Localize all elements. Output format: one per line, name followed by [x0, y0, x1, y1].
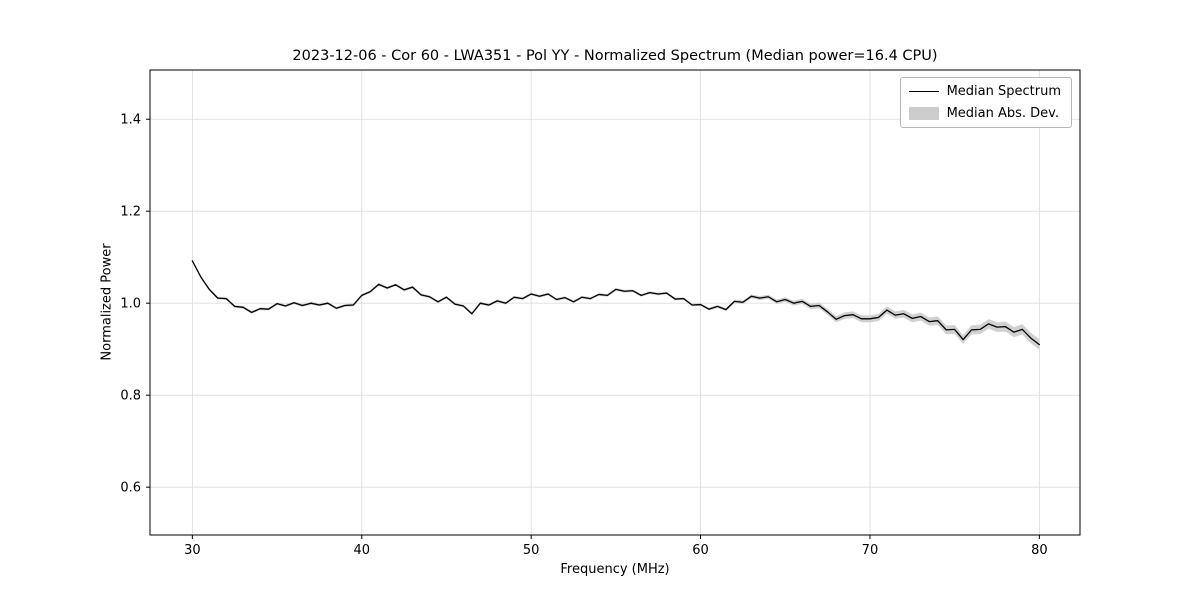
x-tick-label: 40: [353, 543, 370, 558]
x-tick-label: 30: [184, 543, 201, 558]
x-tick-label: 50: [523, 543, 540, 558]
legend-label: Median Spectrum: [946, 84, 1061, 99]
x-tick-label: 80: [1031, 543, 1048, 558]
legend-patch-sample-icon: [908, 107, 939, 120]
y-axis-label: Normalized Power: [99, 243, 115, 361]
median-line: [191, 260, 1040, 346]
x-tick-label: 60: [692, 543, 709, 558]
legend: Median Spectrum Median Abs. Dev.: [899, 77, 1072, 128]
x-tick-label: 70: [862, 543, 879, 558]
y-tick-label: 0.8: [120, 389, 141, 404]
legend-label: Median Abs. Dev.: [946, 106, 1060, 121]
y-tick-label: 1.0: [120, 297, 141, 312]
legend-line-sample-icon: [908, 91, 939, 92]
y-tick-label: 0.6: [120, 481, 141, 496]
y-tick-label: 1.2: [120, 205, 141, 220]
chart-title: 2023-12-06 - Cor 60 - LWA351 - Pol YY - …: [292, 48, 938, 64]
legend-item-median-spectrum: Median Spectrum: [908, 83, 1061, 100]
x-axis-label: Frequency (MHz): [560, 562, 670, 577]
legend-item-median-abs-dev: Median Abs. Dev.: [908, 105, 1061, 122]
y-tick-label: 1.4: [120, 113, 141, 128]
axes-frame: [149, 69, 1081, 536]
